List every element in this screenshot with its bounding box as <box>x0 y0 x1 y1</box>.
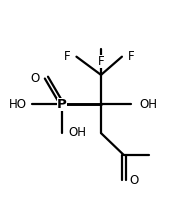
Text: HO: HO <box>9 98 27 110</box>
Text: F: F <box>128 50 134 63</box>
Text: F: F <box>64 50 71 63</box>
Text: OH: OH <box>140 98 158 110</box>
Text: O: O <box>130 174 139 187</box>
Text: P: P <box>57 98 67 110</box>
Text: F: F <box>98 55 104 68</box>
Text: OH: OH <box>69 126 87 139</box>
Text: O: O <box>31 72 40 85</box>
